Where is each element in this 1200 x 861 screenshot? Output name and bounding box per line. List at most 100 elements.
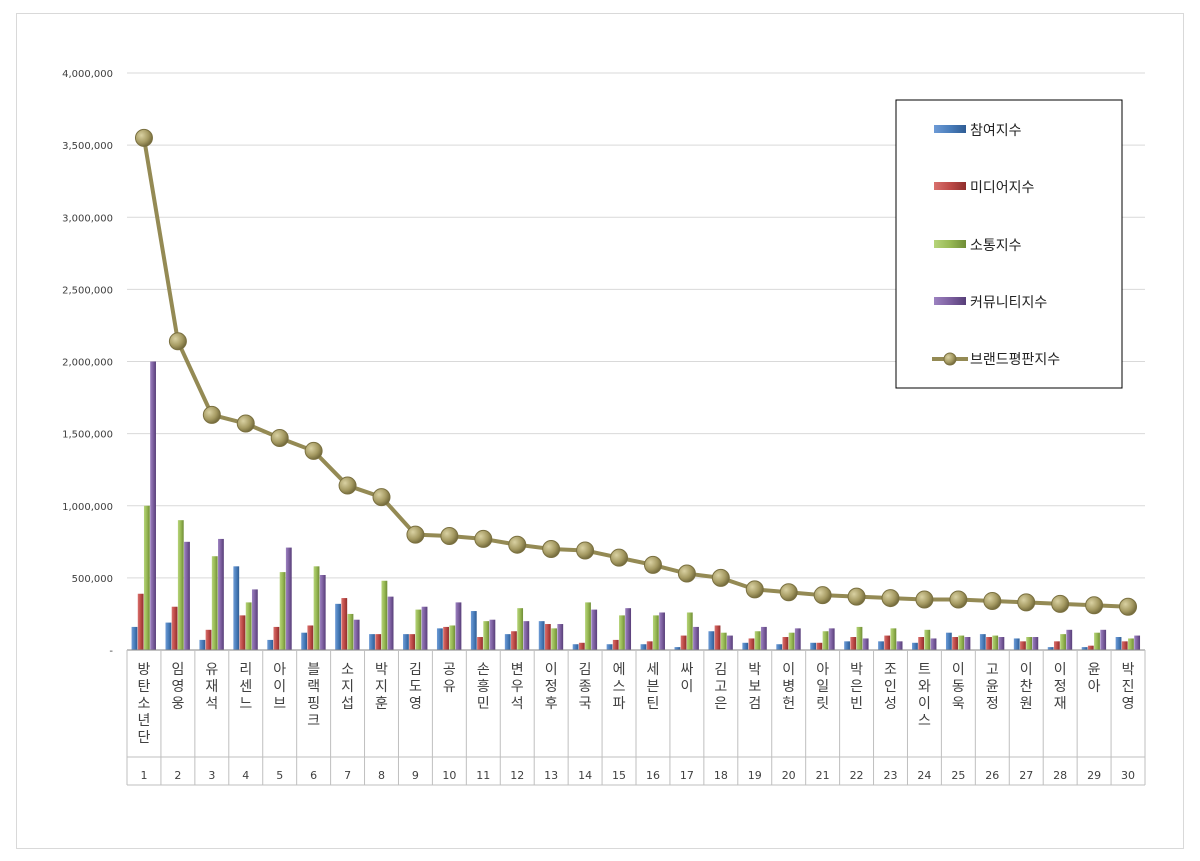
line-point [134, 128, 153, 147]
rank-label: 6 [310, 769, 317, 782]
bar [1081, 647, 1088, 650]
bar [816, 642, 823, 650]
bar [828, 628, 835, 650]
bar [421, 606, 428, 650]
y-tick-label: 2,500,000 [62, 285, 113, 296]
bar [1066, 629, 1073, 650]
rank-label: 3 [208, 769, 215, 782]
rank-label: 9 [412, 769, 419, 782]
bar [251, 589, 258, 650]
line-point [779, 583, 798, 602]
bar [1087, 645, 1094, 650]
rank-label: 14 [578, 769, 592, 782]
line-point [915, 590, 934, 609]
legend-item: 커뮤니티지수 [934, 295, 1047, 311]
bar [489, 619, 496, 650]
legend-swatch [934, 297, 966, 305]
bar [742, 642, 749, 650]
bar [606, 644, 613, 650]
rank-label: 28 [1053, 769, 1067, 782]
bar [551, 628, 557, 650]
bar [776, 644, 783, 650]
bar [267, 639, 274, 650]
bar [177, 520, 184, 650]
legend-item: 미디어지수 [934, 180, 1035, 196]
line-point [236, 414, 255, 433]
bar [369, 634, 375, 650]
bar [727, 635, 733, 650]
bar [381, 580, 388, 650]
rank-label: 12 [510, 769, 524, 782]
bar [930, 638, 937, 650]
bar [585, 602, 591, 650]
line-point [474, 529, 493, 548]
bar [1060, 634, 1066, 650]
bar [979, 634, 986, 650]
line-point [983, 591, 1002, 610]
legend-item: 소통지수 [934, 238, 1022, 254]
rank-label: 24 [917, 769, 931, 782]
bar [1053, 641, 1060, 650]
bar [625, 608, 632, 650]
bar [341, 598, 348, 650]
bar [218, 538, 224, 650]
rank-label: 5 [276, 769, 283, 782]
rank-label: 23 [884, 769, 898, 782]
bar [1134, 635, 1141, 650]
bar [686, 612, 693, 650]
line-point [643, 555, 662, 574]
bar [199, 639, 206, 650]
bar [612, 639, 619, 650]
legend-label: 커뮤니티지수 [970, 295, 1047, 311]
series-3 [143, 505, 1134, 650]
bar [924, 629, 931, 650]
rank-label: 20 [782, 769, 796, 782]
bar [708, 631, 715, 650]
bar [1026, 637, 1033, 650]
rank-label: 27 [1019, 769, 1033, 782]
y-tick-label: 2,000,000 [62, 358, 113, 369]
line-point [270, 428, 289, 447]
line-point [1051, 594, 1070, 613]
bar [1121, 641, 1128, 650]
rank-label: 30 [1121, 769, 1135, 782]
bar [896, 641, 903, 650]
bar [375, 634, 382, 650]
rank-label: 10 [442, 769, 456, 782]
bar [884, 635, 891, 650]
line-point [711, 568, 730, 587]
rank-label: 26 [985, 769, 999, 782]
rank-label: 2 [174, 769, 181, 782]
rank-label: 29 [1087, 769, 1101, 782]
bar [992, 635, 999, 650]
line-point [202, 405, 221, 424]
bar [646, 641, 653, 650]
bar [952, 637, 958, 650]
bar [557, 624, 564, 650]
bar [754, 631, 761, 650]
bar [279, 572, 286, 650]
bar [878, 641, 884, 650]
bar [449, 625, 456, 650]
bar [211, 556, 218, 650]
bar [205, 629, 212, 650]
bar [591, 609, 598, 650]
bar [918, 637, 925, 650]
bar [165, 622, 172, 650]
